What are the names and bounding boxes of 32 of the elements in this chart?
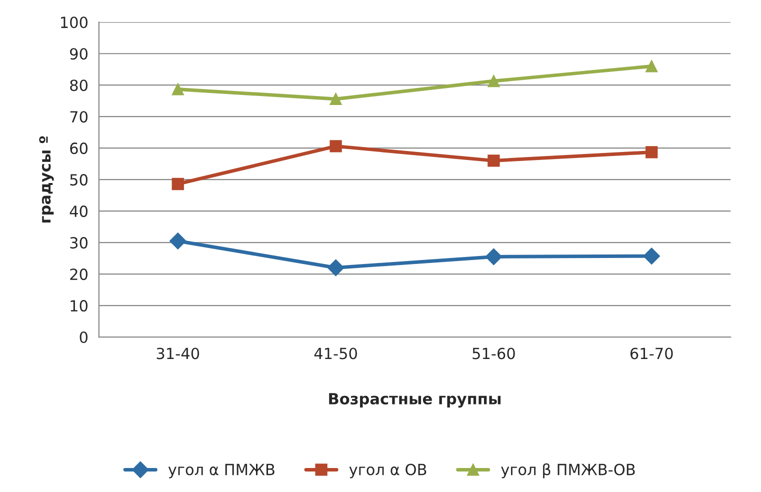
y-tick-label: 70 (70, 111, 88, 123)
point (646, 146, 658, 158)
point (643, 248, 660, 264)
y-tick-label: 90 (70, 48, 88, 60)
point (488, 74, 500, 88)
y-tick-label: 0 (80, 331, 88, 344)
x-tick-label: 41-50 (314, 348, 357, 360)
point (485, 248, 502, 266)
point (646, 60, 658, 72)
x-tick-label: 61-70 (630, 348, 673, 360)
y-tick-label: 40 (70, 206, 88, 218)
y-tick-label: 20 (70, 268, 88, 280)
y-tick-label: 80 (70, 80, 88, 92)
point (330, 92, 342, 106)
point (327, 259, 344, 276)
point (488, 154, 500, 167)
point (172, 178, 184, 190)
point (170, 232, 186, 250)
point (172, 83, 184, 96)
x-axis-title: Возрастные группы (329, 393, 501, 408)
legend-label: угол α ПМЖВ (168, 464, 274, 478)
x-tick-label: 31-40 (156, 348, 200, 360)
x-tick-label: 51-60 (472, 348, 515, 360)
legend-label: угол β ПМЖВ-ОВ (501, 463, 635, 478)
y-tick-label: 50 (70, 174, 88, 186)
legend-label: угол α ОВ (349, 464, 426, 478)
y-tick-label: 60 (70, 142, 88, 154)
y-tick-label: 100 (61, 16, 88, 28)
y-tick-label: 10 (70, 300, 88, 312)
y-tick-label: 30 (70, 237, 88, 249)
point (330, 140, 342, 152)
y-axis-title: градусы º (39, 136, 54, 222)
